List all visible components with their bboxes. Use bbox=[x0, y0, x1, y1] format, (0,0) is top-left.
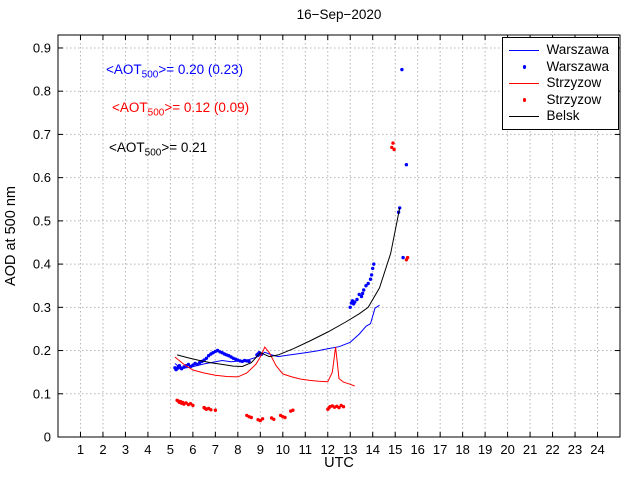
annotation-subscript: 500 bbox=[141, 69, 159, 81]
svg-text:9: 9 bbox=[257, 442, 264, 457]
legend-label: Strzyzow bbox=[546, 75, 602, 91]
annotation-subscript: 500 bbox=[147, 107, 165, 119]
annotation-suffix: >= 0.12 (0.09) bbox=[164, 100, 250, 115]
svg-text:2: 2 bbox=[99, 442, 106, 457]
line-sample-icon bbox=[509, 82, 540, 84]
annotation-prefix: <AOT bbox=[109, 140, 145, 155]
legend-sample bbox=[509, 49, 540, 51]
svg-text:13: 13 bbox=[343, 442, 357, 457]
svg-text:8: 8 bbox=[234, 442, 241, 457]
svg-text:0.4: 0.4 bbox=[33, 257, 51, 272]
annotation-suffix: >= 0.20 (0.23) bbox=[158, 62, 244, 77]
legend-label: Warszawa bbox=[546, 42, 609, 58]
svg-text:0.5: 0.5 bbox=[33, 213, 51, 228]
chart-title: 16−Sep−2020 bbox=[296, 7, 382, 22]
y-axis-label: AOD at 500 nm bbox=[3, 186, 19, 286]
line-sample-icon bbox=[509, 49, 540, 51]
svg-text:0.9: 0.9 bbox=[33, 40, 51, 55]
svg-text:0.7: 0.7 bbox=[33, 127, 51, 142]
legend-entry-strzyzow-line: Strzyzow bbox=[509, 75, 609, 92]
svg-text:7: 7 bbox=[212, 442, 219, 457]
svg-text:0.2: 0.2 bbox=[33, 343, 51, 358]
svg-text:24: 24 bbox=[590, 442, 604, 457]
annotation-belsk-mean: <AOT500>= 0.21 bbox=[109, 140, 207, 159]
annotation-prefix: <AOT bbox=[106, 62, 142, 77]
svg-text:19: 19 bbox=[478, 442, 492, 457]
svg-text:18: 18 bbox=[455, 442, 469, 457]
legend-label: Warszawa bbox=[546, 58, 609, 74]
legend-label: Belsk bbox=[546, 108, 580, 124]
legend-entry-warszawa-line: Warszawa bbox=[509, 42, 609, 59]
svg-text:3: 3 bbox=[122, 442, 129, 457]
annotation-subscript: 500 bbox=[144, 147, 162, 159]
axis-ticks bbox=[58, 35, 620, 438]
legend-entry-strzyzow-dots: Strzyzow bbox=[509, 92, 609, 109]
axis-tick-labels: 1 2 3 4 5 6 7 8 9 10 11 12 13 14 15 16 17 18 19 20 21 22 23 240… bbox=[33, 40, 605, 457]
annotation-suffix: >= 0.21 bbox=[161, 140, 208, 155]
legend-sample bbox=[509, 65, 539, 69]
annotation-warszawa-mean: <AOT500>= 0.20 (0.23) bbox=[106, 62, 243, 81]
x-axis-label: UTC bbox=[324, 455, 354, 471]
annotation-prefix: <AOT bbox=[112, 100, 148, 115]
svg-text:10: 10 bbox=[276, 442, 290, 457]
svg-text:0.1: 0.1 bbox=[33, 386, 51, 401]
series-strzyzow-scatter bbox=[175, 141, 410, 423]
legend-sample bbox=[509, 115, 540, 117]
svg-text:6: 6 bbox=[189, 442, 196, 457]
legend-entry-warszawa-dots: Warszawa bbox=[509, 59, 609, 76]
svg-text:0.3: 0.3 bbox=[33, 300, 51, 315]
legend-sample bbox=[509, 98, 539, 102]
svg-text:17: 17 bbox=[433, 442, 447, 457]
svg-text:11: 11 bbox=[299, 442, 313, 457]
line-sample-icon bbox=[509, 115, 540, 117]
dot-sample-icon bbox=[522, 65, 527, 69]
series-strzyzow-line bbox=[174, 346, 355, 387]
annotation-strzyzow-mean: <AOT500>= 0.12 (0.09) bbox=[112, 100, 249, 119]
legend: Warszawa Warszawa Strzyzow Strzyzow Bels… bbox=[502, 37, 619, 130]
svg-text:14: 14 bbox=[365, 442, 379, 457]
svg-text:4: 4 bbox=[144, 442, 151, 457]
svg-text:16: 16 bbox=[410, 442, 424, 457]
svg-text:0: 0 bbox=[44, 430, 51, 445]
legend-entry-belsk-line: Belsk bbox=[509, 108, 609, 125]
svg-text:22: 22 bbox=[545, 442, 559, 457]
svg-text:0.8: 0.8 bbox=[33, 84, 51, 99]
svg-text:5: 5 bbox=[167, 442, 174, 457]
svg-text:23: 23 bbox=[568, 442, 582, 457]
svg-text:1: 1 bbox=[77, 442, 84, 457]
series-belsk-line bbox=[176, 207, 401, 368]
svg-text:12: 12 bbox=[321, 442, 335, 457]
svg-text:21: 21 bbox=[523, 442, 537, 457]
svg-text:0.6: 0.6 bbox=[33, 170, 51, 185]
axes-box bbox=[57, 34, 621, 438]
dot-sample-icon bbox=[522, 98, 527, 102]
legend-label: Strzyzow bbox=[546, 91, 602, 107]
svg-text:20: 20 bbox=[500, 442, 514, 457]
legend-sample bbox=[509, 82, 540, 84]
svg-text:15: 15 bbox=[388, 442, 402, 457]
